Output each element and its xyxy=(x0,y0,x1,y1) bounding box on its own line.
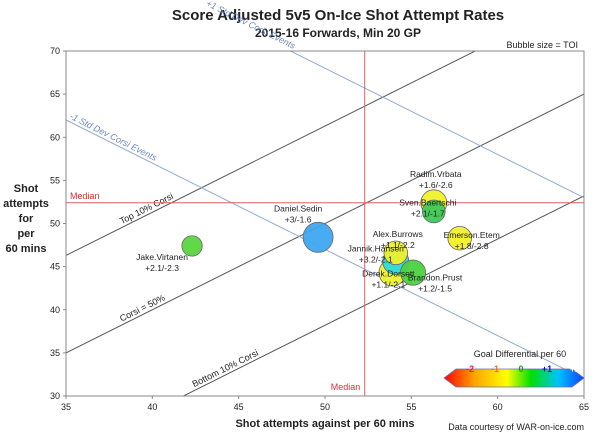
player-value: +1.1/-2.2 xyxy=(381,240,415,250)
legend-tick-label: 0 xyxy=(518,364,523,374)
x-tick-label: 35 xyxy=(61,402,71,412)
legend-tick-label: -1 xyxy=(491,364,499,374)
y-tick-label: 30 xyxy=(50,391,60,401)
player-value: +2.1/-2.3 xyxy=(145,263,179,273)
reference-line xyxy=(289,51,584,199)
reference-line xyxy=(66,51,477,256)
x-tick-label: 65 xyxy=(579,402,589,412)
player-name: Daniel.Sedin xyxy=(274,203,322,213)
y-axis-label-line: attempts xyxy=(3,198,49,210)
y-tick-label: 65 xyxy=(50,89,60,99)
player-name: Jannik.Hansen xyxy=(348,243,405,253)
median-x-label: Median xyxy=(331,382,361,392)
player-labels: Jake.Virtanen+2.1/-2.3 Daniel.Sedin+3/-1.… xyxy=(136,169,500,294)
player-bubbles xyxy=(181,189,472,287)
y-tick-label: 40 xyxy=(50,305,60,315)
x-tick-label: 45 xyxy=(234,402,244,412)
y-tick-label: 50 xyxy=(50,219,60,229)
player-name: Alex.Burrows xyxy=(373,229,423,239)
x-tick-label: 40 xyxy=(147,402,157,412)
player-value: +3/-1.6 xyxy=(285,214,312,224)
legend-tick-label: -2 xyxy=(466,364,474,374)
legend-title: Goal Differential per 60 xyxy=(474,349,566,359)
y-tick-label: 45 xyxy=(50,262,60,272)
player-bubble xyxy=(447,225,472,251)
player-value: +1.8/-2.8 xyxy=(455,241,489,251)
reference-line-label: Top 10% Corsi xyxy=(118,191,175,226)
player-bubble xyxy=(383,240,408,266)
player-value: +1.1/-2.1 xyxy=(371,280,405,290)
player-bubble xyxy=(400,259,427,286)
legend-tick-label: +1 xyxy=(542,364,552,374)
player-bubble xyxy=(181,235,203,257)
reference-line-label: -1 Std Dev Corsi Events xyxy=(68,111,159,163)
y-axis-label-line: per xyxy=(17,228,35,240)
reference-line-label: Bottom 10% Corsi xyxy=(191,348,260,389)
player-name: Radim.Vrbata xyxy=(410,169,462,179)
reference-line-labels: Top 10% Corsi Corsi = 50% Bottom 10% Corsi… xyxy=(68,0,297,389)
player-name: Brandon.Prust xyxy=(408,273,463,283)
y-tick-label: 35 xyxy=(50,348,60,358)
y-axis-label-line: 60 mins xyxy=(6,243,47,255)
legend-gradient-arrow xyxy=(443,368,585,388)
goal-differential-legend: Goal Differential per 60-2 -1 0 +1 +2 xyxy=(443,349,585,388)
data-source-note: Data courtesy of WAR-on-ice.com xyxy=(448,422,584,432)
player-bubble xyxy=(302,221,334,253)
player-value: +1.6/-2.6 xyxy=(419,180,453,190)
reference-line xyxy=(182,195,584,396)
player-value: +1.2/-1.5 xyxy=(418,284,452,294)
player-name: Jake.Virtanen xyxy=(136,252,188,262)
x-tick-label: 55 xyxy=(406,402,416,412)
player-name: Sven.Baertschi xyxy=(399,197,456,207)
median-lines: Median Median xyxy=(66,51,584,396)
player-name: Derek.Dorsett xyxy=(362,269,415,279)
player-value: +3.2/-2.1 xyxy=(359,254,393,264)
x-tick-label: 50 xyxy=(320,402,330,412)
legend-tick-label: +2 xyxy=(570,364,580,374)
player-name: Emerson.Etem xyxy=(444,230,500,240)
x-axis-label: Shot attempts against per 60 mins xyxy=(235,418,414,430)
y-tick-label: 55 xyxy=(50,175,60,185)
y-axis-label-line: Shot xyxy=(14,183,39,195)
y-tick-label: 70 xyxy=(50,46,60,56)
bubble-size-note: Bubble size = TOI xyxy=(507,40,578,50)
y-axis-label-line: for xyxy=(19,213,34,225)
player-value: +2.1/-1.7 xyxy=(411,208,445,218)
reference-line xyxy=(66,93,584,354)
reference-lines xyxy=(66,51,584,396)
x-tick-label: 60 xyxy=(493,402,503,412)
y-tick-label: 60 xyxy=(50,132,60,142)
median-y-label: Median xyxy=(70,191,100,201)
player-bubble xyxy=(421,199,446,224)
y-axis-label: Shot attempts for per 60 mins xyxy=(3,183,49,255)
chart-title: Score Adjusted 5v5 On-Ice Shot Attempt R… xyxy=(172,7,504,24)
reference-line-label: Corsi = 50% xyxy=(118,293,167,324)
chart-subtitle: 2015-16 Forwards, Min 20 GP xyxy=(255,26,421,40)
